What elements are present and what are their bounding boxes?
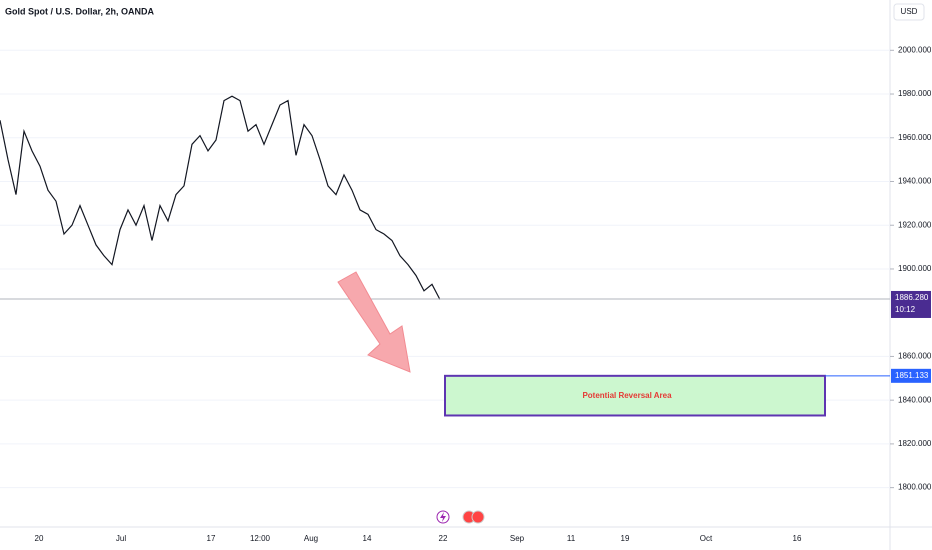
x-tick-label: 22 [439,534,448,543]
marks [0,95,890,417]
y-tick-label: 1820.000 [898,439,932,448]
x-tick-label: 16 [793,534,802,543]
x-tick-label: 20 [35,534,44,543]
last-price-label: 1886.280 [895,293,929,302]
countdown-label: 10:12 [895,305,916,314]
y-tick-label: 1920.000 [898,220,932,229]
currency-box[interactable] [893,3,925,21]
event-icon-bolt [440,512,446,522]
y-tick-label: 1840.000 [898,395,932,404]
symbol-title: Gold Spot / U.S. Dollar, 2h, OANDA [5,6,155,16]
arrow [337,271,411,373]
y-tick-label: 1980.000 [898,89,932,98]
y-tick-label: 1900.000 [898,264,932,273]
y-tick-label: 1860.000 [898,352,932,361]
price-line [0,95,441,300]
x-tick-label: Jul [116,534,126,543]
level-label: 1851.133 [895,371,929,380]
x-tick-label: 11 [567,534,576,543]
currency[interactable]: USD [901,7,918,16]
y-tick-label: 1800.000 [898,483,932,492]
last-price-box [891,290,931,318]
level-box [891,368,931,383]
y-tick-label: 1940.000 [898,177,932,186]
reversal-zone-label: Potential Reversal Area [582,391,672,400]
x-tick-label: 14 [363,534,372,543]
x-tick-label: Oct [700,534,713,543]
reversal-zone [444,374,826,417]
x-tick-label: 12:00 [250,534,271,543]
x-tick-label: 19 [621,534,630,543]
x-tick-label: Aug [304,534,318,543]
x-tick-label: 17 [207,534,216,543]
flag-icon[interactable] [471,510,485,524]
y-tick-label: 2000.000 [898,45,932,54]
y-tick-label: 1960.000 [898,133,932,142]
x-tick-label: Sep [510,534,525,543]
